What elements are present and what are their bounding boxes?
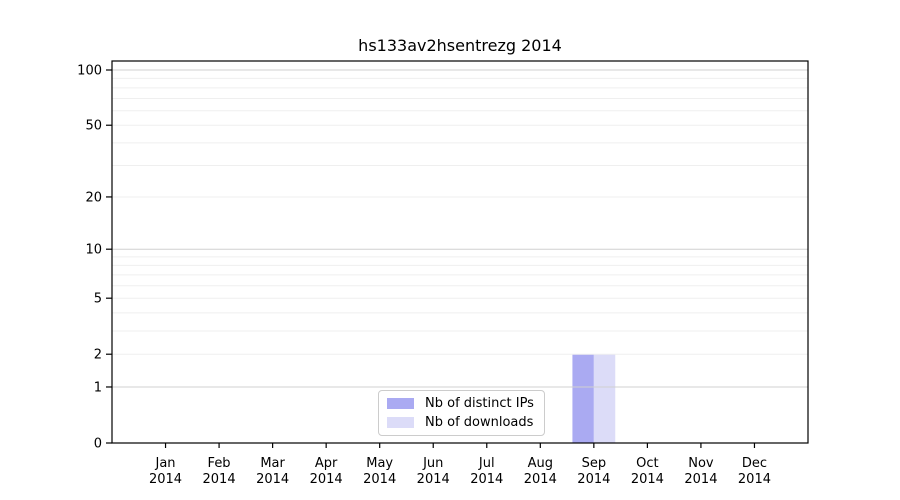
x-tick-label-year: 2014	[684, 472, 717, 487]
x-tick-label-year: 2014	[631, 472, 664, 487]
x-tick-label-month: Jan	[155, 456, 176, 471]
x-tick-label-month: Jul	[478, 456, 495, 471]
plot-area: 1005020105210Jan2014Feb2014Mar2014Apr201…	[77, 60, 809, 487]
y-tick-label: 20	[85, 190, 102, 205]
bar-sep-downloads	[593, 354, 616, 443]
x-tick-label-year: 2014	[256, 472, 289, 487]
x-tick-label-year: 2014	[310, 472, 343, 487]
x-tick-label-month: Mar	[260, 456, 285, 471]
x-tick-label-year: 2014	[203, 472, 236, 487]
x-tick-label-year: 2014	[149, 472, 182, 487]
y-tick-label: 0	[94, 437, 102, 452]
y-tick-label: 100	[77, 64, 102, 79]
x-tick-label-month: Aug	[528, 456, 553, 471]
x-tick-label-month: Apr	[315, 456, 338, 471]
y-tick-label: 1	[94, 380, 102, 395]
chart-title: hs133av2hsentrezg 2014	[358, 36, 562, 55]
x-tick-label-year: 2014	[577, 472, 610, 487]
x-tick-label-month: Oct	[636, 456, 658, 471]
plot-spine	[111, 60, 809, 444]
x-tick-label-month: Nov	[688, 456, 714, 471]
y-tick-label: 50	[85, 119, 102, 134]
chart-legend: Nb of distinct IPs Nb of downloads	[378, 390, 545, 436]
y-tick-label: 10	[85, 243, 102, 258]
legend-item-distinct-ips: Nb of distinct IPs	[387, 396, 544, 411]
x-tick-label-month: Sep	[582, 456, 607, 471]
bar-sep-distinct-ips	[572, 354, 594, 443]
x-tick-label-month: Feb	[208, 456, 231, 471]
legend-swatch-distinct-ips	[387, 398, 414, 409]
y-tick-label: 5	[94, 292, 102, 307]
legend-item-downloads: Nb of downloads	[387, 415, 544, 430]
legend-label-downloads: Nb of downloads	[425, 415, 534, 430]
legend-label-distinct-ips: Nb of distinct IPs	[425, 396, 534, 411]
x-tick-label-year: 2014	[363, 472, 396, 487]
y-tick-label: 2	[94, 348, 102, 363]
x-tick-label-year: 2014	[738, 472, 771, 487]
x-tick-label-year: 2014	[470, 472, 503, 487]
x-tick-label-year: 2014	[417, 472, 450, 487]
x-tick-label-month: May	[366, 456, 393, 471]
x-tick-label-month: Dec	[742, 456, 767, 471]
legend-swatch-downloads	[387, 417, 414, 428]
x-tick-label-year: 2014	[524, 472, 557, 487]
x-tick-label-month: Jun	[422, 456, 443, 471]
